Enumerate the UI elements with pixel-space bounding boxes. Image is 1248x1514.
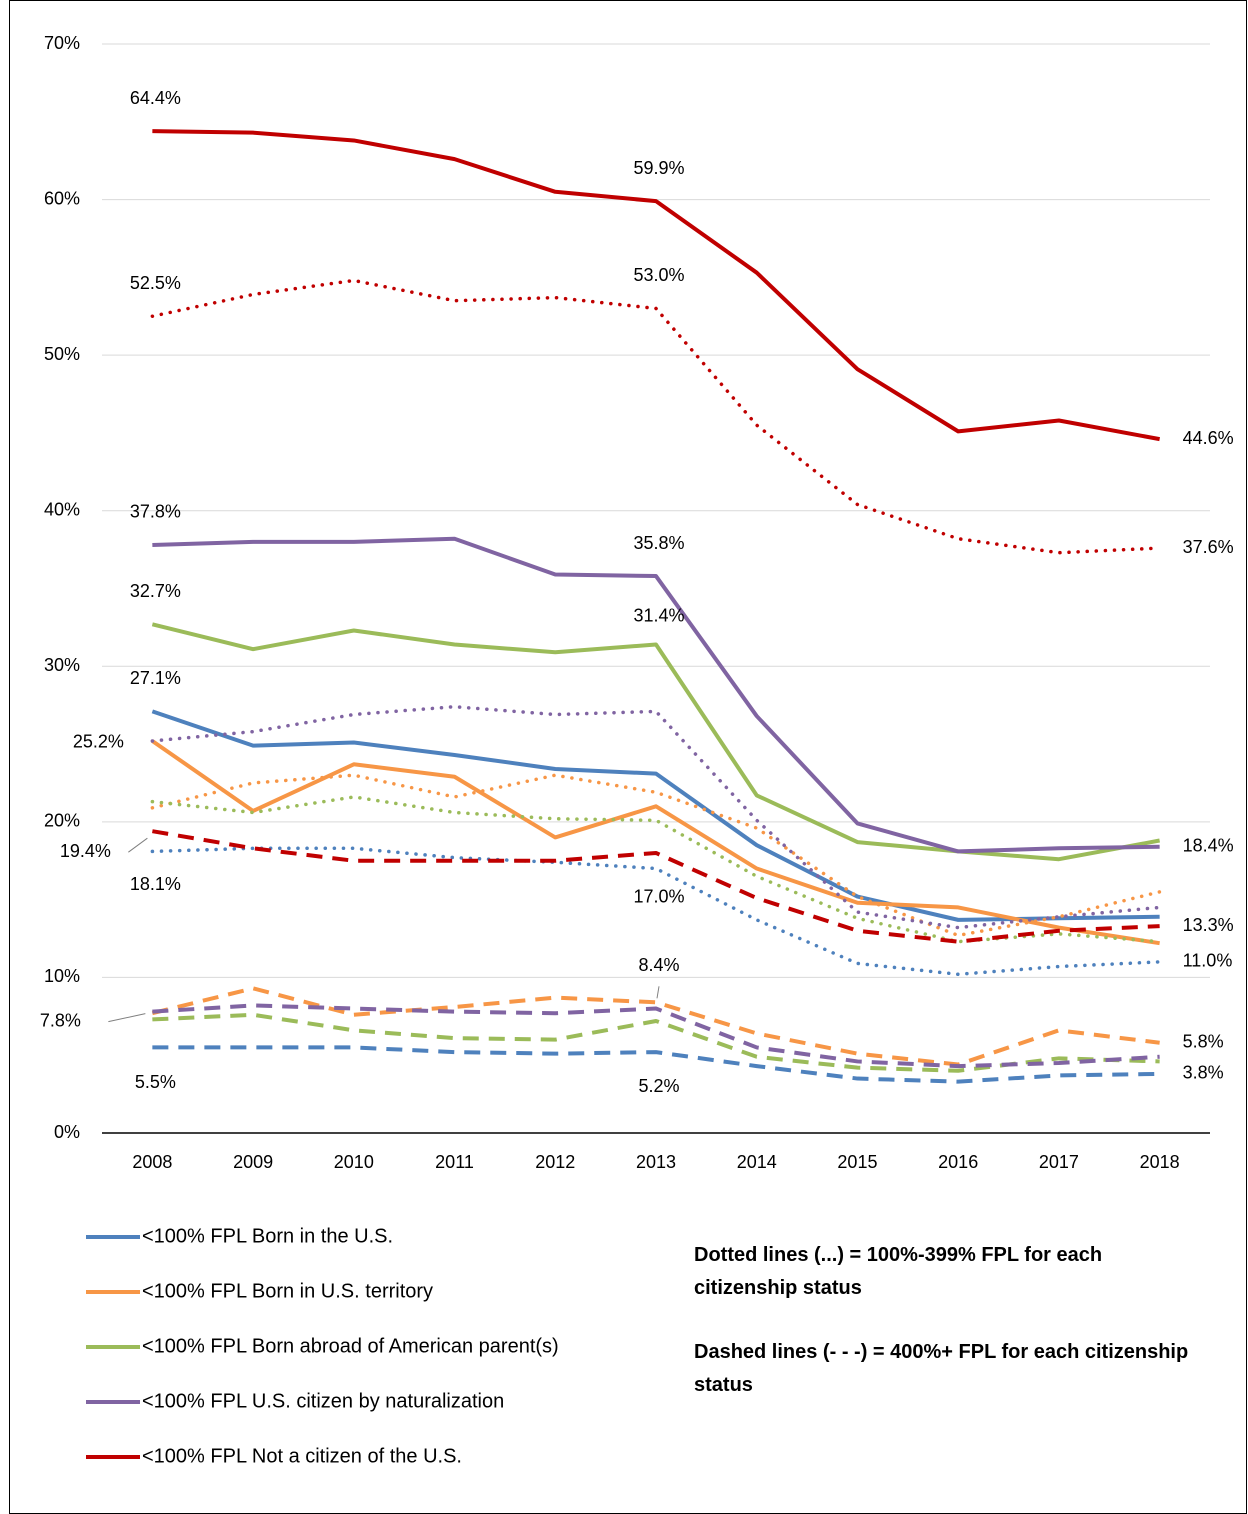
series-line: [152, 1012, 1160, 1073]
y-tick-label: 60%: [44, 188, 80, 208]
series-line: [151, 739, 1160, 946]
note: Dotted lines (...) = 100%-399% FPL for e…: [694, 1244, 1103, 1299]
legend-label: <100% FPL Born abroad of American parent…: [142, 1335, 559, 1357]
leader-line: [128, 837, 148, 853]
series-line: [152, 1003, 1160, 1069]
data-label: 52.5%: [130, 273, 181, 293]
series-line: [152, 829, 1160, 944]
y-tick-label: 0%: [54, 1122, 80, 1142]
y-tick-label: 40%: [44, 499, 80, 519]
data-label: 3.8%: [1183, 1063, 1224, 1083]
data-label: 64.4%: [130, 88, 181, 108]
data-label: 18.1%: [130, 874, 181, 894]
data-label: 44.6%: [1183, 428, 1234, 448]
data-label: 19.4%: [60, 841, 111, 861]
legend-label: <100% FPL Not a citizen of the U.S.: [142, 1445, 462, 1467]
data-label: 35.8%: [633, 533, 684, 553]
x-tick-label: 2010: [334, 1152, 374, 1172]
x-tick-label: 2018: [1140, 1152, 1180, 1172]
data-label: 37.6%: [1183, 537, 1234, 557]
series-line: [150, 278, 1162, 555]
data-label: 8.4%: [638, 955, 679, 975]
series-line: [151, 709, 1160, 922]
data-label: 18.4%: [1183, 835, 1234, 855]
series-line: [152, 1045, 1160, 1084]
x-tick-label: 2013: [636, 1152, 676, 1172]
series-line: [150, 773, 1162, 938]
data-label: 5.2%: [638, 1076, 679, 1096]
legend-label: <100% FPL Born in the U.S.: [142, 1225, 393, 1247]
series-line: [152, 129, 1161, 442]
leader-line: [108, 1013, 146, 1023]
y-tick-label: 20%: [44, 811, 80, 831]
data-label: 5.5%: [135, 1072, 176, 1092]
data-label: 59.9%: [633, 158, 684, 178]
series-line: [151, 622, 1161, 862]
data-label: 31.4%: [633, 605, 684, 625]
data-label: 32.7%: [130, 581, 181, 601]
x-tick-label: 2011: [435, 1152, 474, 1172]
data-label: 53.0%: [633, 265, 684, 285]
data-label: 7.8%: [40, 1010, 81, 1030]
legend-label: <100% FPL U.S. citizen by naturalization: [142, 1390, 504, 1412]
data-label: 13.3%: [1183, 915, 1234, 935]
data-label: 11.0%: [1183, 951, 1233, 971]
data-label: 5.8%: [1183, 1032, 1224, 1052]
data-label: 25.2%: [73, 732, 124, 752]
series-line: [152, 536, 1160, 854]
series-line: [150, 704, 1162, 930]
legend-label: <100% FPL Born in U.S. territory: [142, 1280, 433, 1302]
note: Dashed lines (- - -) = 400%+ FPL for eac…: [694, 1341, 1189, 1396]
x-tick-label: 2009: [233, 1152, 273, 1172]
leader-line: [656, 986, 660, 999]
x-tick-label: 2017: [1039, 1152, 1079, 1172]
x-tick-label: 2014: [737, 1152, 777, 1172]
x-tick-label: 2012: [535, 1152, 575, 1172]
data-label: 27.1%: [130, 668, 181, 688]
y-tick-label: 10%: [44, 966, 80, 986]
data-label: 37.8%: [130, 502, 181, 522]
data-label: 17.0%: [633, 886, 684, 906]
y-tick-label: 30%: [44, 655, 80, 675]
x-tick-label: 2016: [938, 1152, 978, 1172]
x-tick-label: 2015: [837, 1152, 877, 1172]
y-tick-label: 50%: [44, 344, 80, 364]
y-tick-label: 70%: [44, 33, 80, 53]
x-tick-label: 2008: [132, 1152, 172, 1172]
